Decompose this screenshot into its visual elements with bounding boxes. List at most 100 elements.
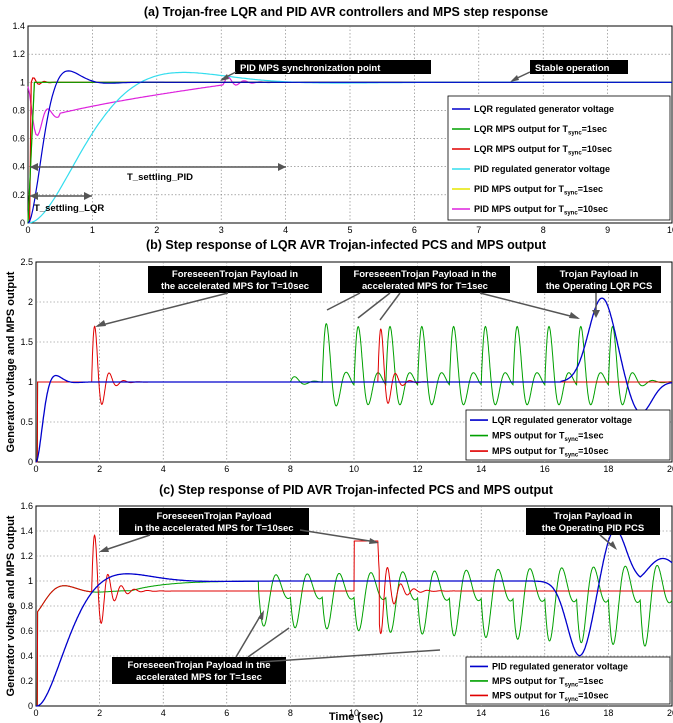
y-tick-label: 0.2 xyxy=(20,676,33,686)
y-tick-label: 0.6 xyxy=(12,134,25,144)
x-tick-label: 2 xyxy=(154,225,159,235)
x-tick-label: 16 xyxy=(540,708,550,718)
y-tick-label: 0.8 xyxy=(20,601,33,611)
annotation-c-3-line-2: accelerated MPS for T=1sec xyxy=(136,672,262,683)
annotation-b-3-line-1: Trojan Payload in xyxy=(560,269,639,280)
panel-b-lines xyxy=(35,297,673,463)
x-tick-label: 14 xyxy=(476,708,486,718)
panel-a-ticks: 0 1 2 3 4 5 6 7 8 9 10 0 0.2 0.4 0.6 0.8 1 1.2 1.4 xyxy=(12,21,673,235)
tsettling-pid-label: T_settling_PID xyxy=(127,172,193,183)
annotation-b-1-line-1: ForeseeenTrojan Payload in xyxy=(172,269,298,280)
x-tick-label: 2 xyxy=(97,464,102,474)
x-tick-label: 9 xyxy=(605,225,610,235)
panel-c-title: (c) Step response of PID AVR Trojan-infe… xyxy=(159,483,554,497)
panel-c-lines xyxy=(36,529,673,707)
annotation-stable: Stable operation xyxy=(535,63,610,74)
panel-b: (b) Step response of LQR AVR Trojan-infe… xyxy=(20,238,673,474)
x-tick-label: 10 xyxy=(667,225,673,235)
y-tick-label: 1.4 xyxy=(20,526,33,536)
legend-entry: LQR MPS output for Tsync=10sec xyxy=(474,144,612,157)
y-tick-label: 0 xyxy=(28,457,33,467)
x-tick-label: 14 xyxy=(476,464,486,474)
x-tick-label: 4 xyxy=(161,708,166,718)
annotation-arrowhead-stable xyxy=(510,75,519,82)
annotation-box-b-2 xyxy=(340,266,510,293)
x-tick-label: 18 xyxy=(603,464,613,474)
annotation-arrow-c-1b xyxy=(299,529,377,543)
annotation-box-sync-point xyxy=(235,60,431,74)
annotation-sync-point: PID MPS synchronization point xyxy=(240,63,381,74)
panel-b-annotations: ForeseeenTrojan Payload in the accelerat… xyxy=(95,266,661,327)
annotation-c-3-line-1: ForeseeenTrojan Payload in the xyxy=(127,660,270,671)
annotation-b-1-line-2: the accelerated MPS for T=10sec xyxy=(161,281,309,292)
annotation-b-2-line-1: ForeseeenTrojan Payload in the xyxy=(353,269,496,280)
annotation-arrow-b-2b xyxy=(357,292,391,319)
panel-a-lines xyxy=(27,70,672,224)
x-tick-label: 0 xyxy=(33,708,38,718)
annotation-arrow-b-2d xyxy=(479,292,579,319)
y-tick-label: 1.5 xyxy=(20,337,33,347)
x-tick-label: 0 xyxy=(33,464,38,474)
annotation-box-b-3 xyxy=(537,266,661,293)
x-tick-label: 6 xyxy=(224,708,229,718)
tsettling-pid-arrowhead-left xyxy=(30,163,38,171)
y-tick-label: 0.4 xyxy=(20,651,33,661)
panel-b-title: (b) Step response of LQR AVR Trojan-infe… xyxy=(146,238,547,252)
annotation-arrowhead-sync-point xyxy=(220,74,229,81)
y-tick-label: 1.6 xyxy=(20,501,33,511)
annotation-c-2-line-2: the Operating PID PCS xyxy=(542,523,644,534)
y-tick-label: 0 xyxy=(20,218,25,228)
annotation-arrow-c-3a xyxy=(235,612,263,658)
panel-b-legend: LQR regulated generator voltage MPS outpu… xyxy=(465,409,671,461)
legend-box xyxy=(465,656,671,705)
legend-entry: MPS output for Tsync=1sec xyxy=(492,676,603,689)
x-tick-label: 4 xyxy=(161,464,166,474)
annotation-box-c-1 xyxy=(119,508,309,535)
series-mps-1sec xyxy=(36,565,673,707)
legend-entry: LQR MPS output for Tsync=1sec xyxy=(474,124,607,137)
panel-c-ticks: 0 2 4 6 8 10 12 14 16 18 20 0 0.2 0.4 0.6 0.8 1 1.2 1.4 1.6 xyxy=(20,501,673,718)
y-tick-label: 2 xyxy=(28,297,33,307)
annotation-arrowhead-c-1b xyxy=(369,538,379,544)
y-tick-label: 0.6 xyxy=(20,626,33,636)
legend-entry: LQR regulated generator voltage xyxy=(474,104,614,114)
y-tick-label: 2.5 xyxy=(20,257,33,267)
panel-b-ticks: 0 2 4 6 8 10 12 14 16 18 20 0 0.5 1 1.5 2 2.5 xyxy=(20,257,673,474)
x-tick-label: 10 xyxy=(349,464,359,474)
series-lqr-voltage xyxy=(35,297,673,463)
legend-entry: MPS output for Tsync=10sec xyxy=(492,690,608,703)
tsettling-lqr-arrowhead-left xyxy=(30,192,38,200)
x-tick-label: 3 xyxy=(219,225,224,235)
x-tick-label: 6 xyxy=(412,225,417,235)
annotation-c-2-line-1: Trojan Payload in xyxy=(554,511,633,522)
series-pid-voltage xyxy=(36,529,673,707)
x-tick-label: 7 xyxy=(476,225,481,235)
x-tick-label: 2 xyxy=(97,708,102,718)
panel-a-title: (a) Trojan-free LQR and PID AVR controll… xyxy=(144,5,548,19)
x-tick-label: 12 xyxy=(413,708,423,718)
annotation-arrowhead-c-1a xyxy=(99,546,109,552)
annotation-c-1-line-1: ForeseeenTrojan Payload xyxy=(156,511,271,522)
legend-entry: MPS output for Tsync=1sec xyxy=(492,431,603,444)
x-tick-label: 12 xyxy=(413,464,423,474)
legend-box xyxy=(447,95,671,221)
panel-a-legend: LQR regulated generator voltage LQR MPS o… xyxy=(447,95,671,221)
y-tick-label: 0.5 xyxy=(20,417,33,427)
x-tick-label: 10 xyxy=(349,708,359,718)
panel-c-annotations: ForeseeenTrojan Payload in the accelerat… xyxy=(99,508,660,684)
annotation-arrow-b-1 xyxy=(97,292,229,327)
y-tick-label: 1.2 xyxy=(12,49,25,59)
tsettling-lqr-arrowhead-right xyxy=(84,192,92,200)
y-tick-label: 0 xyxy=(28,701,33,711)
series-mps-10sec xyxy=(36,534,672,707)
tsettling-pid-arrowhead-right xyxy=(278,163,286,171)
annotation-arrow-b-2c xyxy=(379,292,401,321)
panel-a-annotations: PID MPS synchronization point Stable ope… xyxy=(30,60,628,214)
x-tick-label: 8 xyxy=(541,225,546,235)
x-tick-label: 4 xyxy=(283,225,288,235)
y-tick-label: 1 xyxy=(20,77,25,87)
y-tick-label: 1 xyxy=(28,576,33,586)
annotation-box-b-1 xyxy=(148,266,322,293)
series-lqr-voltage xyxy=(27,70,672,224)
